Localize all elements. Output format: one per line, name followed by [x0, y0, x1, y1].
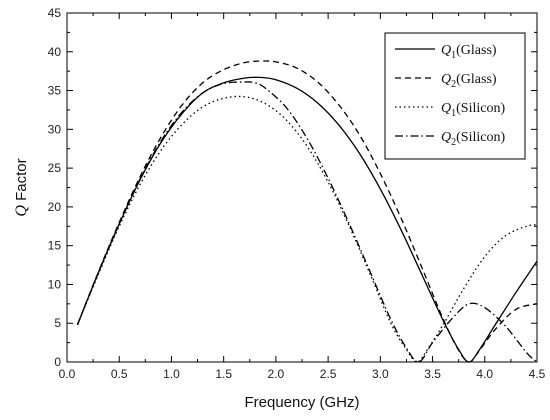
series-line-3 [76, 95, 538, 363]
y-tick-label: 25 [48, 161, 62, 175]
x-tick-label: 4.5 [529, 367, 546, 381]
series-line-2 [76, 60, 538, 363]
y-tick-label: 10 [48, 277, 62, 291]
legend-label: Q1(Glass) [441, 43, 497, 61]
y-axis-title-q: Q [13, 205, 30, 217]
x-tick-label: 1.0 [163, 367, 180, 381]
x-tick-label: 3.5 [424, 367, 441, 381]
legend-item: Q1(Silicon) [395, 101, 505, 119]
legend-label-subscript: 1 [451, 108, 456, 119]
legend-label-rest: (Glass) [456, 72, 497, 87]
legend-label-q: Q [441, 130, 451, 145]
y-tick-label: 35 [48, 84, 62, 98]
y-tick-label: 20 [48, 200, 62, 214]
x-tick-label: 2.0 [268, 367, 285, 381]
legend: Q1(Glass)Q2(Glass)Q1(Silicon)Q2(Silicon) [384, 32, 526, 160]
legend-label-q: Q [441, 72, 451, 87]
legend-item: Q2(Glass) [395, 72, 497, 90]
axis-tick-labels: 0.0 0.5 1.0 1.5 2.0 2.5 3.0 3.5 4.0 4.5 0 5 10 15 20 25… [48, 6, 546, 381]
legend-label-q: Q [441, 101, 451, 116]
x-tick-label: 2.5 [320, 367, 337, 381]
x-tick-label: 0.0 [59, 367, 76, 381]
x-tick-label: 4.0 [476, 367, 493, 381]
x-tick-label: 1.5 [215, 367, 232, 381]
legend-label: Q2(Glass) [441, 72, 497, 90]
x-tick-label: 0.5 [111, 367, 128, 381]
legend-label-rest: (Glass) [456, 43, 497, 58]
axis-ticks [66, 12, 538, 363]
series-lines [76, 60, 538, 363]
y-tick-label: 45 [48, 6, 62, 20]
legend-label-rest: (Silicon) [456, 130, 505, 145]
legend-label-q: Q [441, 43, 451, 58]
x-tick-label: 3.0 [372, 367, 389, 381]
y-axis-title: Q Factor [13, 158, 30, 216]
legend-label-subscript: 2 [451, 79, 456, 90]
legend-label-subscript: 2 [451, 137, 456, 148]
legend-label: Q2(Silicon) [441, 130, 505, 148]
y-tick-label: 0 [54, 355, 61, 369]
x-axis-title: Frequency (GHz) [244, 394, 359, 411]
legend-box [384, 32, 526, 160]
y-tick-label: 30 [48, 122, 62, 136]
legend-item: Q2(Silicon) [395, 130, 505, 148]
y-tick-label: 40 [48, 45, 62, 59]
legend-item: Q1(Glass) [395, 43, 497, 61]
series-line-4 [76, 81, 538, 363]
legend-label-subscript: 1 [451, 50, 456, 61]
legend-label-rest: (Silicon) [456, 101, 505, 116]
legend-label: Q1(Silicon) [441, 101, 505, 119]
y-tick-label: 15 [48, 239, 62, 253]
y-tick-label: 5 [54, 316, 61, 330]
y-axis-title-rest: Factor [13, 158, 30, 205]
